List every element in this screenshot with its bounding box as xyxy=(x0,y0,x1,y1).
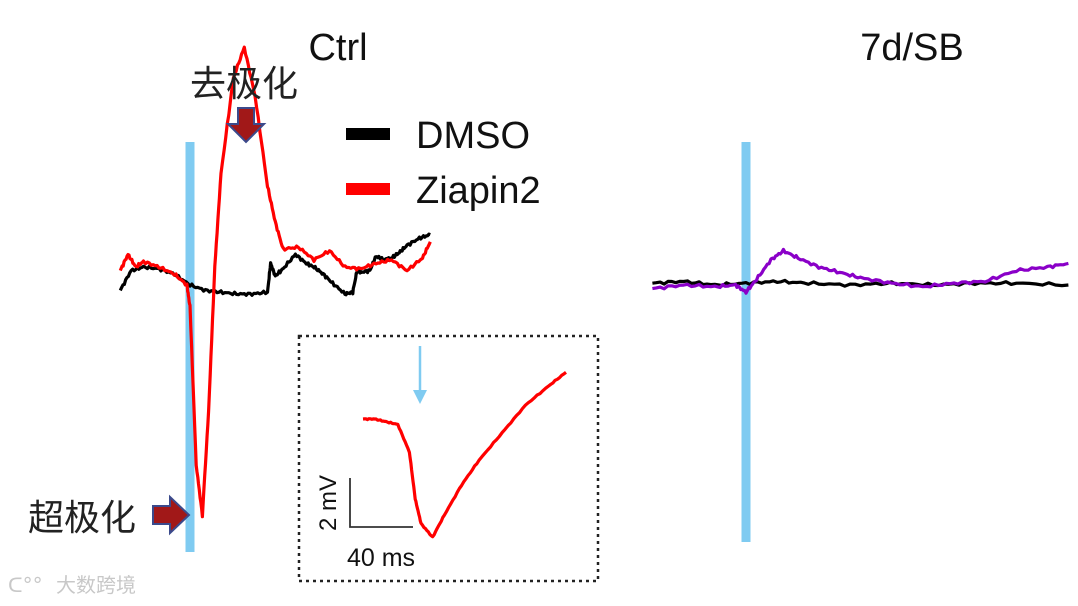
scale-bar xyxy=(349,478,413,528)
depolarization-arrow-icon xyxy=(225,107,267,144)
label-depolarization: 去极化 xyxy=(190,64,298,105)
watermark: ᑕ°° 大数跨境 xyxy=(8,573,136,597)
scale-bar-x-label: 40 ms xyxy=(347,544,415,572)
legend-swatch-dmso xyxy=(346,128,390,140)
trace-ctrl-dmso xyxy=(118,232,431,297)
trace-ctrl-ziapin2 xyxy=(118,45,432,519)
hyperpolarization-arrow-icon xyxy=(152,494,191,536)
inset: 2 mV 40 ms xyxy=(297,334,600,583)
inset-stimulus-arrowhead xyxy=(413,390,427,404)
trace-7d-sb-ziapin2 xyxy=(652,247,1069,295)
watermark-text: 大数跨境 xyxy=(56,573,136,597)
traces xyxy=(118,45,1069,539)
inset-frame xyxy=(297,334,600,583)
scale-bar-y-label: 2 mV xyxy=(315,475,342,531)
label-hyperpolarization: 超极化 xyxy=(28,498,136,539)
legend-swatch-ziapin2 xyxy=(346,183,390,195)
panel-title-ctrl: Ctrl xyxy=(308,27,367,69)
panel-title-7d-sb: 7d/SB xyxy=(860,27,964,69)
legend-label-ziapin2: Ziapin2 xyxy=(416,170,541,212)
legend: DMSO Ziapin2 xyxy=(346,115,541,212)
legend-label-dmso: DMSO xyxy=(416,115,530,157)
watermark-logo-icon: ᑕ°° xyxy=(8,573,43,597)
inset-trace-ziapin2 xyxy=(362,371,567,539)
